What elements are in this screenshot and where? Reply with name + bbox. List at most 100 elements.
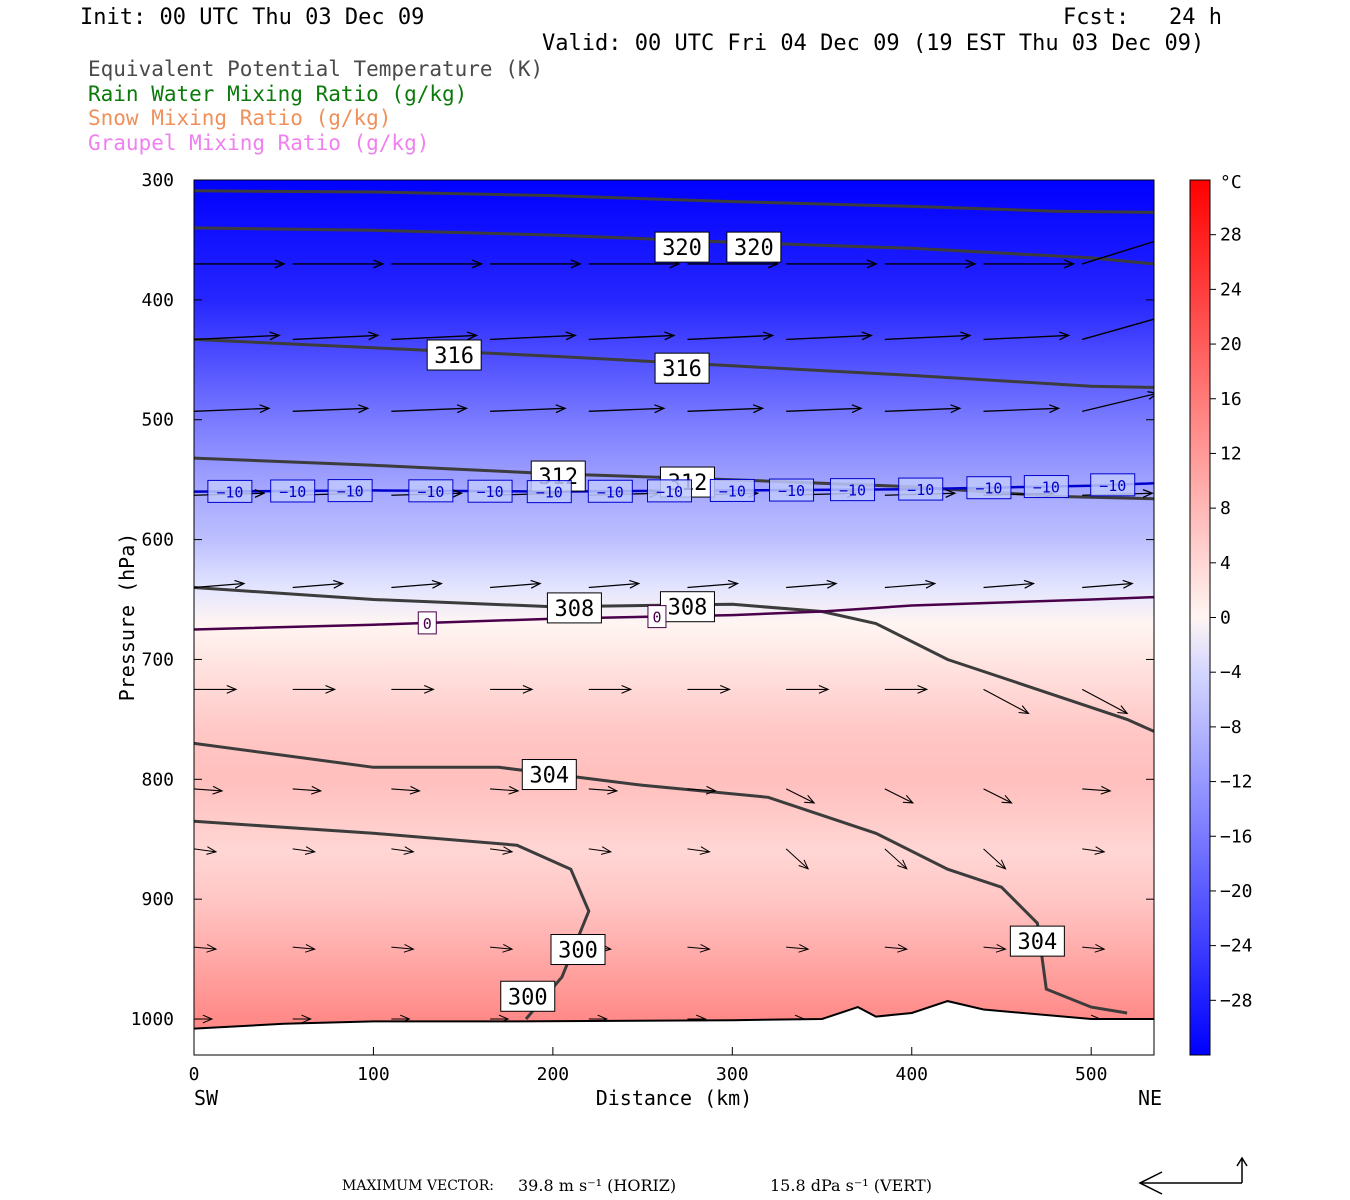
svg-text:−10: −10 bbox=[656, 483, 683, 501]
isotherm-label--10: −10 bbox=[587, 479, 633, 503]
y-tick-label: 500 bbox=[141, 410, 174, 431]
wind-vector bbox=[194, 331, 281, 341]
y-tick-label: 1000 bbox=[131, 1009, 174, 1030]
theta-e-contour-304 bbox=[194, 741, 1128, 1015]
svg-text:−10: −10 bbox=[216, 483, 243, 501]
wind-vector bbox=[194, 684, 238, 694]
terrain-fill bbox=[194, 1001, 1154, 1055]
wind-vector bbox=[1082, 579, 1134, 589]
isotherm-0 bbox=[194, 595, 1154, 631]
wind-vector bbox=[786, 684, 830, 694]
colorbar-tick-label: 24 bbox=[1220, 279, 1242, 300]
wind-vector bbox=[983, 848, 1007, 870]
theta-e-label-304: 304 bbox=[1009, 925, 1065, 957]
wind-vector bbox=[687, 943, 711, 953]
max-vector-horiz: 39.8 m s⁻¹ (HORIZ) bbox=[518, 1176, 677, 1195]
forecast-hour: Fcst: 24 h bbox=[1063, 5, 1222, 30]
wind-vector bbox=[785, 788, 816, 804]
wind-vector bbox=[983, 331, 1071, 341]
wind-vector bbox=[588, 404, 666, 414]
isotherm-label--10: −10 bbox=[966, 476, 1012, 500]
theta-e-contour-316 bbox=[194, 337, 1154, 389]
colorbar-tick-label: 0 bbox=[1220, 608, 1231, 629]
wind-vector bbox=[588, 579, 641, 589]
x-tick-label: 200 bbox=[537, 1064, 570, 1085]
wind-vector bbox=[391, 579, 443, 589]
svg-text:308: 308 bbox=[555, 597, 595, 622]
x-axis-label: Distance (km) bbox=[596, 1086, 753, 1110]
isotherm-label--10: −10 bbox=[408, 479, 454, 503]
y-tick-label: 400 bbox=[141, 290, 174, 311]
wind-vector bbox=[490, 331, 577, 341]
x-tick-label: 500 bbox=[1075, 1064, 1108, 1085]
wind-vector bbox=[194, 404, 271, 414]
wind-vector bbox=[490, 785, 520, 795]
isotherm-label--10: −10 bbox=[898, 477, 944, 501]
colorbar-tick-label: −24 bbox=[1220, 936, 1253, 957]
wind-vector bbox=[588, 331, 676, 341]
wind-vector bbox=[194, 259, 286, 269]
wind-vector bbox=[292, 331, 380, 341]
wind-vector bbox=[292, 785, 323, 795]
x-tick-label: 300 bbox=[716, 1064, 749, 1085]
svg-text:−10: −10 bbox=[1099, 477, 1126, 495]
x-tick-label: 100 bbox=[357, 1064, 390, 1085]
wind-vector bbox=[292, 404, 370, 414]
wind-vector bbox=[786, 579, 838, 589]
y-axis-label: Pressure (hPa) bbox=[115, 533, 139, 702]
wind-vector bbox=[490, 259, 582, 269]
max-vector-label: MAXIMUM VECTOR: bbox=[342, 1178, 494, 1194]
theta-e-contour-300 bbox=[194, 819, 591, 1020]
sw-label: SW bbox=[194, 1086, 219, 1110]
theta-e-label-320: 320 bbox=[654, 231, 710, 263]
colorbar-unit: °C bbox=[1220, 172, 1242, 193]
wind-vector bbox=[391, 943, 415, 953]
plot-frame bbox=[193, 179, 1155, 1056]
wind-vector bbox=[490, 684, 534, 694]
wind-vector bbox=[292, 846, 316, 855]
wind-vector bbox=[292, 579, 345, 589]
wind-vector bbox=[490, 943, 514, 953]
colorbar-tick-label: −16 bbox=[1220, 826, 1253, 847]
wind-vector bbox=[687, 846, 711, 855]
svg-text:320: 320 bbox=[734, 236, 774, 261]
theta-e-label-308: 308 bbox=[546, 592, 602, 624]
wind-vector bbox=[490, 846, 514, 855]
wind-vector bbox=[588, 684, 633, 694]
y-tick-label: 900 bbox=[141, 889, 174, 910]
svg-text:−10: −10 bbox=[597, 483, 624, 501]
svg-text:304: 304 bbox=[529, 764, 569, 789]
theta-e-label-316: 316 bbox=[426, 339, 482, 371]
svg-text:−10: −10 bbox=[477, 483, 504, 501]
colorbar-tick-label: −8 bbox=[1220, 717, 1242, 738]
wind-vector bbox=[1082, 391, 1154, 412]
valid-time: Valid: 00 UTC Fri 04 Dec 09 (19 EST Thu … bbox=[542, 31, 1205, 56]
theta-e-label-320: 320 bbox=[726, 231, 782, 263]
wind-vector bbox=[786, 259, 878, 269]
theta-e-label-304: 304 bbox=[521, 759, 577, 791]
wind-vector bbox=[884, 788, 915, 804]
y-tick-label: 700 bbox=[141, 649, 174, 670]
wind-vector bbox=[983, 579, 1036, 589]
svg-text:304: 304 bbox=[1017, 930, 1057, 955]
theta-e-label-300: 300 bbox=[500, 980, 556, 1012]
terrain-surface-line bbox=[194, 1000, 1154, 1030]
svg-text:300: 300 bbox=[558, 939, 598, 964]
wind-vector bbox=[1082, 785, 1112, 795]
colorbar-tick-label: −12 bbox=[1220, 772, 1253, 793]
theta-e-label-300: 300 bbox=[550, 934, 606, 966]
svg-text:−10: −10 bbox=[417, 483, 444, 501]
wind-vector bbox=[391, 684, 435, 694]
wind-vector bbox=[687, 331, 775, 341]
wind-vector bbox=[687, 404, 765, 414]
wind-vector bbox=[785, 848, 810, 870]
svg-text:0: 0 bbox=[423, 615, 432, 633]
y-tick-label: 800 bbox=[141, 769, 174, 790]
wind-vector bbox=[884, 259, 977, 269]
wind-vector bbox=[588, 785, 619, 795]
wind-vector bbox=[983, 688, 1030, 715]
ne-label: NE bbox=[1138, 1086, 1162, 1110]
wind-vector bbox=[194, 785, 224, 795]
wind-vector bbox=[983, 788, 1013, 804]
wind-vector bbox=[786, 404, 863, 414]
